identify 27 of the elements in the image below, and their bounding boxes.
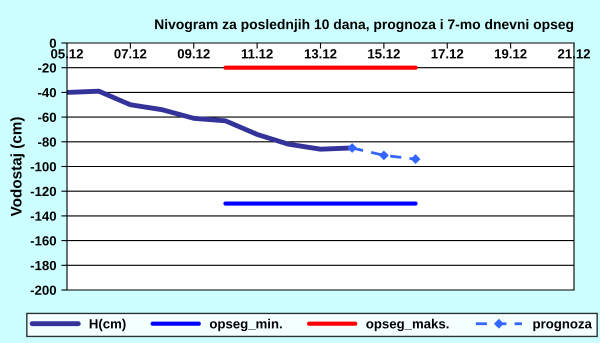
y-tick-label: -100 — [30, 162, 56, 172]
legend-label: H(cm) — [90, 318, 126, 332]
legend-label: opseg_maks. — [366, 318, 448, 332]
y-tick-label: -180 — [30, 260, 56, 270]
y-tick-label: -120 — [30, 186, 56, 196]
legend-label: prognoza — [533, 321, 592, 332]
y-tick-label: -200 — [30, 286, 56, 295]
y-tick-label: 0 — [50, 38, 56, 48]
y-tick-label: -140 — [30, 211, 56, 221]
chart-title: Nivogram za poslednjih 10 dana, prognoza i 7-mo dnevni opseg — [155, 19, 574, 32]
point — [379, 150, 388, 160]
legend-label: opseg_min. — [210, 318, 282, 332]
x-tick-label: 11.12 — [242, 49, 273, 58]
y-tick-label: -160 — [30, 236, 56, 246]
y-axis-title: Vodostaj (cm) — [10, 117, 25, 216]
x-tick-label: 15.12 — [368, 49, 400, 58]
point — [348, 143, 357, 153]
point — [410, 154, 420, 164]
x-tick-label: 09.12 — [178, 49, 210, 58]
y-tick-label: -20 — [38, 63, 56, 73]
y-tick-label: -80 — [38, 137, 56, 147]
y-tick-label: -60 — [38, 112, 56, 122]
y-tick-label: -40 — [38, 88, 56, 98]
x-tick-label: 07.12 — [114, 49, 146, 58]
x-tick-label: 13.12 — [304, 49, 336, 58]
x-tick-label: 17.12 — [432, 49, 464, 58]
x-tick-label: 19.12 — [494, 49, 527, 58]
